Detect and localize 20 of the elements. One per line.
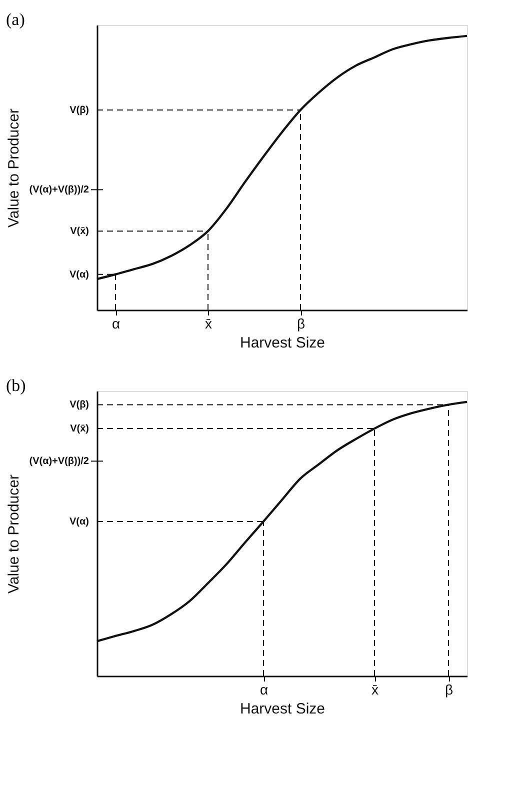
x-axis-title: Harvest Size [240,334,326,352]
chart-title: (b) [6,376,26,395]
ref-line-label: (V(α)+V(β))/2 [29,184,90,196]
y-axis-title: Value to Producer [6,108,22,228]
y-axis-title: Value to Producer [6,474,22,594]
x-tick-label: x̄ [205,316,212,332]
ref-line-label: V(β) [70,104,89,116]
ref-line-label: V(α) [70,516,89,528]
ref-line-label: (V(α)+V(β))/2 [29,456,90,468]
ref-line-label: V(x̄) [70,424,89,435]
x-tick-label: β [444,682,454,698]
ref-line-label: V(β) [70,400,89,411]
x-tick-label: β [296,316,306,332]
chart-title: (a) [6,10,25,29]
x-axis-title: Harvest Size [240,700,326,718]
x-tick-label: α [112,316,120,332]
ref-line-label: V(α) [70,269,89,280]
x-tick-label: α [260,682,268,698]
ref-line-label: V(x̄) [70,226,89,238]
x-tick-label: x̄ [372,682,378,698]
